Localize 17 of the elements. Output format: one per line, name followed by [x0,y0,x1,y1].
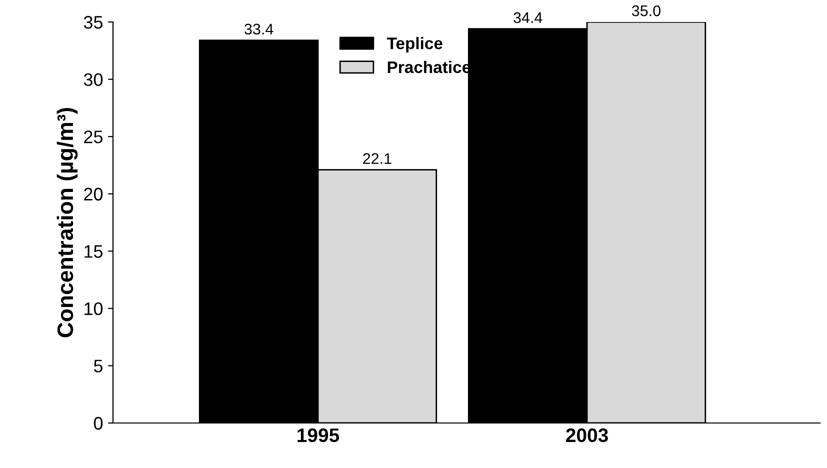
y-axis-title: Concentration (µg/m³) [56,108,78,338]
data-label: 22.1 [363,153,392,164]
x-tick-label: 2003 [566,428,608,442]
data-label: 33.4 [244,24,274,35]
y-tick-label: 10 [84,302,103,316]
y-tick-label: 15 [84,245,103,258]
x-tick-label: 1995 [298,428,340,442]
data-label: 34.4 [514,12,542,24]
y-tick-label: 5 [94,360,103,372]
y-tick-label: 35 [84,16,103,29]
y-tick-label: 0 [94,416,103,430]
legend-label: Teplice [386,37,442,53]
y-tick-label: 30 [84,73,103,86]
legend-label: Prachatice [388,60,471,74]
y-tick-label: 25 [84,130,103,144]
data-label: 35.0 [632,5,660,16]
y-tick-label: 20 [84,188,103,201]
